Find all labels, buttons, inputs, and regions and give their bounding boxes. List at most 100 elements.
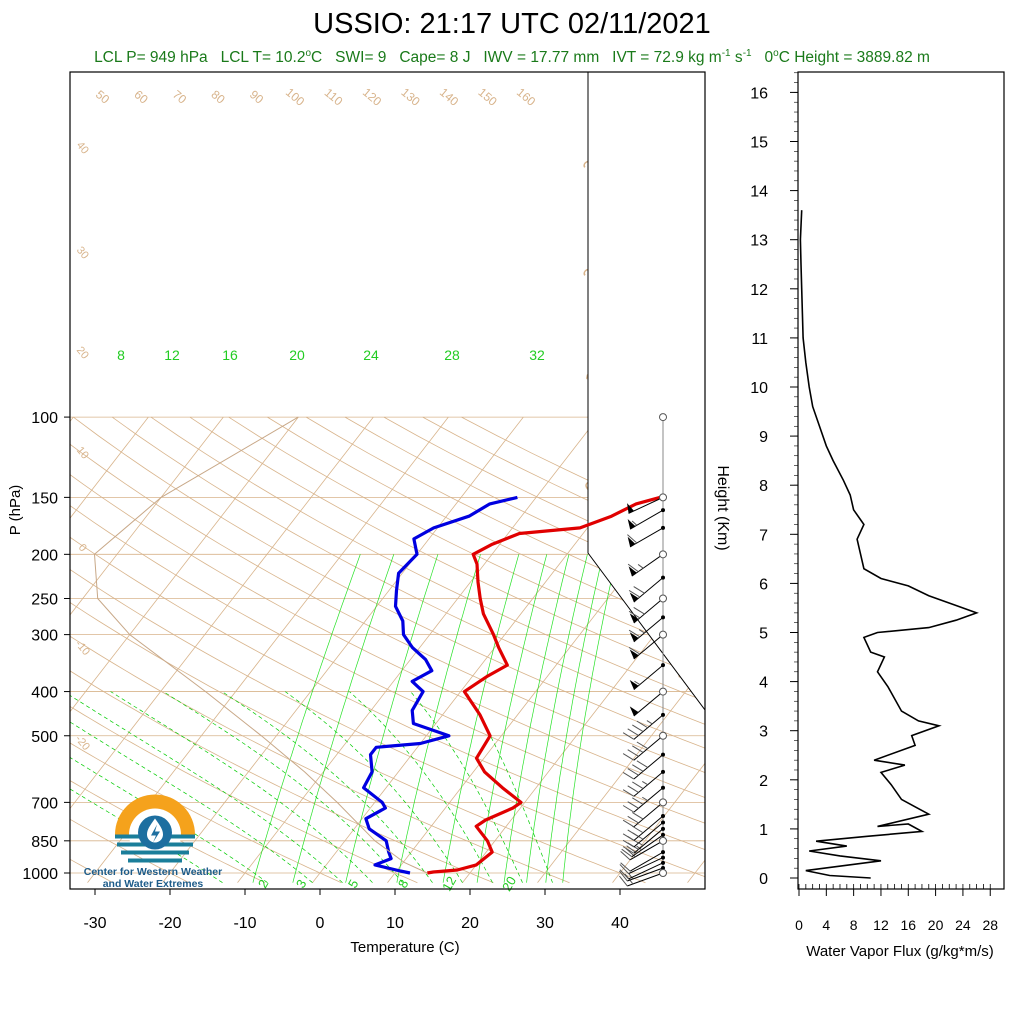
x-tick-label: 10 xyxy=(386,915,404,932)
dry-adiabat-label: 70 xyxy=(170,87,189,107)
isotherm-label: 0 xyxy=(76,542,89,554)
mixing-ratio-line xyxy=(526,554,588,883)
x-tick-label: 20 xyxy=(461,915,479,932)
dry-adiabat-line xyxy=(189,416,705,679)
barb-level-marker xyxy=(659,731,667,740)
flux-y-tick-label: 5 xyxy=(759,626,768,643)
barb-staff xyxy=(631,834,664,858)
barb-half-flag xyxy=(634,680,641,685)
barb-flag xyxy=(622,819,635,828)
y-tick-label: 200 xyxy=(31,547,58,564)
barb-flag xyxy=(633,586,645,594)
barb-staff xyxy=(633,714,664,740)
dry-adiabat-line xyxy=(70,536,705,850)
dry-adiabat-line xyxy=(70,505,705,824)
mixing-ratio-label: 24 xyxy=(363,347,379,363)
dry-adiabat-label: 90 xyxy=(247,87,266,107)
y-tick-label: 400 xyxy=(31,685,58,702)
parcel-line xyxy=(94,416,428,874)
flux-y-tick-label: 0 xyxy=(759,871,768,888)
mixing-ratio-line xyxy=(503,554,570,883)
ivt-value: IVT = 72.9 kg m-1 s-1 xyxy=(612,48,752,67)
barb-level-marker xyxy=(659,550,667,559)
logo-caption: Center for Western Weather and Water Ext… xyxy=(83,866,223,890)
flux-y-tick-label: 2 xyxy=(759,773,768,790)
moist-adiabat-line xyxy=(110,691,373,883)
barb-pennant xyxy=(627,518,636,530)
y-tick-label: 250 xyxy=(31,592,58,609)
x-tick-label: -20 xyxy=(158,915,181,932)
flux-y-tick-label: 16 xyxy=(750,85,768,102)
barb-flag xyxy=(632,781,644,789)
barb-flag xyxy=(627,785,639,793)
y-tick-label: 300 xyxy=(31,628,58,645)
y-tick-label: 500 xyxy=(31,729,58,746)
flux-y-tick-label: 11 xyxy=(751,331,768,348)
y-tick-label: 700 xyxy=(31,795,58,812)
barb-level-marker xyxy=(659,493,667,502)
barb-pennant xyxy=(629,706,639,717)
barb-staff xyxy=(629,509,664,530)
cape-value: Cape= 8 J xyxy=(399,49,471,67)
mixing-ratio-line xyxy=(396,554,481,883)
wind-barb xyxy=(629,663,665,690)
barb-flag xyxy=(632,764,644,772)
isotherm-label: 30 xyxy=(74,245,91,262)
barb-flag xyxy=(632,724,644,733)
barb-staff xyxy=(629,527,664,548)
barb-flag xyxy=(628,590,641,598)
iwv-value: IWV = 17.77 mm xyxy=(483,49,600,67)
isotherm-label: 20 xyxy=(74,345,91,362)
wind-barb xyxy=(622,785,665,813)
flux-x-tick-label: 28 xyxy=(982,917,998,933)
dry-adiabat-line xyxy=(111,416,705,725)
barb-flag xyxy=(622,833,635,841)
isotherm-line xyxy=(70,416,299,713)
barb-flag xyxy=(619,869,629,880)
skew-t-frame xyxy=(69,71,706,890)
isotherm-label: 10 xyxy=(74,445,91,462)
wind-barb xyxy=(627,525,665,548)
barb-flag xyxy=(627,801,639,809)
mixing-ratio-label: 12 xyxy=(439,874,459,894)
wind-barb xyxy=(622,814,665,841)
x-tick-label: -30 xyxy=(83,915,106,932)
flux-y-axis-label: Height (Km) xyxy=(714,465,731,550)
barb-staff xyxy=(628,496,664,514)
flux-y-tick-label: 8 xyxy=(759,478,768,495)
flux-line xyxy=(799,210,979,879)
lcl-pressure: LCL P= 949 hPa xyxy=(94,49,208,67)
moist-adiabat-line xyxy=(410,691,523,883)
wind-barb xyxy=(628,575,665,603)
barb-flag xyxy=(622,839,635,848)
mixing-ratio-label: 8 xyxy=(117,347,125,363)
barb-staff xyxy=(633,801,664,828)
barb-staff xyxy=(627,872,664,887)
flux-x-tick-label: 24 xyxy=(955,917,971,933)
wind-barb xyxy=(619,860,665,880)
barb-flag xyxy=(636,741,648,750)
lcl-temperature: LCL T= 10.2oC xyxy=(220,48,323,67)
flux-y-tick-label: 15 xyxy=(750,135,768,152)
flux-x-tick-label: 4 xyxy=(822,917,830,933)
barb-staff xyxy=(628,862,664,880)
barb-flag xyxy=(622,789,635,797)
dry-adiabat-line xyxy=(70,635,570,884)
barb-staff xyxy=(633,754,664,780)
chart-title: USSIO: 21:17 UTC 02/11/2021 xyxy=(313,8,711,40)
barb-half-flag xyxy=(631,520,638,526)
mixing-ratio-label: 32 xyxy=(529,347,545,363)
wind-barb xyxy=(622,769,665,797)
dry-adiabat-label: 60 xyxy=(131,87,150,107)
dry-adiabat-line xyxy=(461,416,705,533)
isotherm-line xyxy=(537,665,705,883)
barb-staff xyxy=(633,822,664,848)
barb-half-flag xyxy=(637,564,644,569)
dry-adiabat-label: 120 xyxy=(360,85,385,109)
moist-adiabat-line xyxy=(70,694,343,883)
flux-y-tick-label: 1 xyxy=(759,822,768,839)
dry-adiabat-line xyxy=(70,568,705,878)
dry-adiabat-line xyxy=(70,443,705,773)
flux-y-tick-label: 12 xyxy=(750,282,768,299)
barb-staff xyxy=(633,598,664,624)
